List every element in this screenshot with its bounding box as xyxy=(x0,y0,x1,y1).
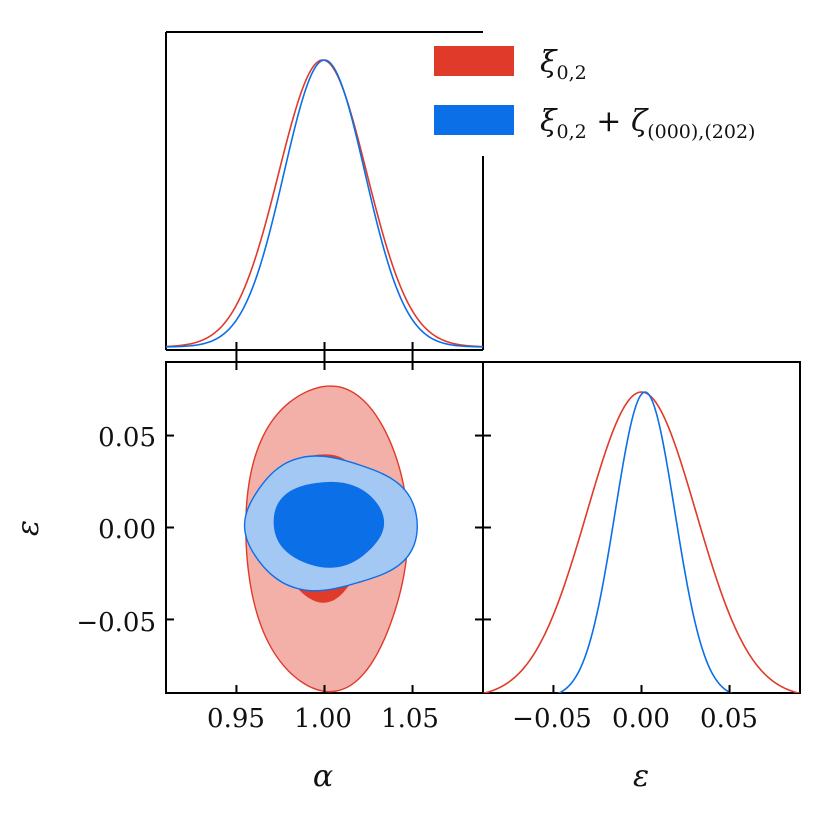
x-tick-label-alpha-2: 1.05 xyxy=(381,704,439,734)
x-axis-label-eps: ε xyxy=(633,759,649,794)
joint-contour-panel xyxy=(243,385,418,693)
eps-marginal-curve-xi02 xyxy=(483,391,800,693)
contour-combined-1sigma xyxy=(273,481,385,568)
x-tick-label-eps-0: −0.05 xyxy=(512,704,592,734)
eps-panel-frame xyxy=(482,361,801,694)
y-tick-label-eps-0: −0.05 xyxy=(76,608,156,638)
alpha-marginal-curve-xi02 xyxy=(165,59,484,348)
eps-marginal-curve-combined xyxy=(557,391,733,693)
alpha-marginal-curve-combined xyxy=(165,59,484,348)
eps-marginal-panel xyxy=(483,391,800,693)
x-tick-label-alpha-0: 0.95 xyxy=(207,704,265,734)
y-axis-label-eps: ε xyxy=(11,520,46,536)
legend-label-combined: ξ0,2 + ζ(000),(202) xyxy=(540,104,755,143)
x-tick-label-alpha-1: 1.00 xyxy=(294,704,352,734)
y-tick-label-eps-1: 0.00 xyxy=(98,515,156,545)
legend-swatch-combined xyxy=(434,105,514,135)
x-tick-label-eps-1: 0.00 xyxy=(612,704,670,734)
legend-swatch-xi02 xyxy=(434,46,514,76)
x-axis-label-alpha: α xyxy=(313,759,333,794)
x-tick-label-eps-2: 0.05 xyxy=(700,704,758,734)
alpha-marginal-panel xyxy=(165,59,484,348)
legend-label-xi02: ξ0,2 xyxy=(540,45,587,84)
y-tick-label-eps-2: 0.05 xyxy=(98,423,156,453)
legend: ξ0,2 ξ0,2 + ζ(000),(202) xyxy=(434,45,755,143)
